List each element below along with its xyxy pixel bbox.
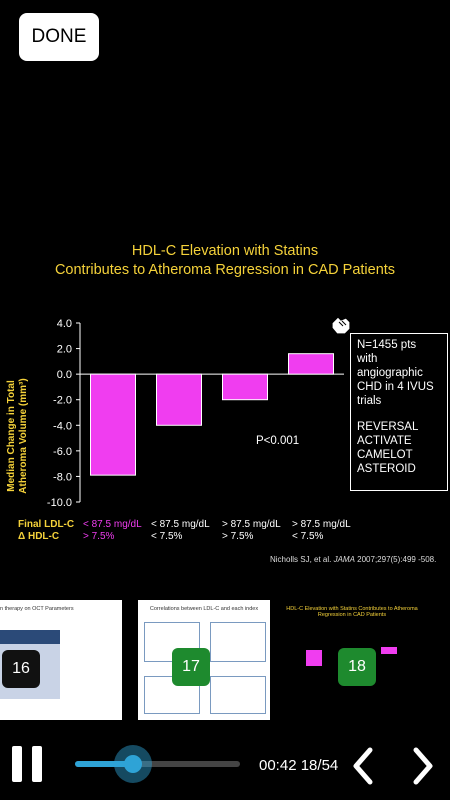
citation-ref: 2007;297(5):499 -508. [354, 555, 437, 564]
callout-line: REVERSAL [357, 421, 419, 433]
citation: Nicholls SJ, et al. JAMA 2007;297(5):499… [270, 555, 436, 564]
thumbnail-number-badge: 16 [2, 650, 40, 688]
thumbnail-graphic [306, 650, 322, 666]
thumbnail-number-badge: 18 [338, 648, 376, 686]
bar [288, 353, 334, 375]
thumbnail-graphic [381, 647, 397, 654]
elapsed-time: 00:42 [259, 757, 297, 774]
ldl-value: < 87.5 mg/dL [151, 519, 210, 530]
trial-callout-box: N=1455 pts with angiographic CHD in 4 IVUS t… [350, 333, 448, 491]
callout-line [357, 408, 441, 420]
callout-line: CHD in 4 IVUS [357, 381, 434, 393]
pause-icon[interactable] [12, 746, 44, 782]
callout-line: angiographic [357, 367, 423, 379]
thumbnail-graphic [210, 676, 266, 714]
hdl-value: < 7.5% [151, 531, 183, 542]
hdl-value: > 7.5% [83, 531, 115, 542]
thumbnail-18[interactable]: HDL-C Elevation with Statins Contributes… [286, 600, 418, 720]
bar [156, 373, 202, 426]
next-slide-icon[interactable] [410, 747, 436, 785]
callout-line: CAMELOT [357, 449, 413, 461]
seek-slider[interactable] [75, 745, 240, 783]
bar-chart: 4.0 2.0 0.0 -2.0 -4.0 -6.0 -8.0 -10.0 [47, 318, 344, 509]
slide-title-line2: Contributes to Atheroma Regression in CA… [54, 262, 396, 278]
thumbnail-17[interactable]: Correlations between LDL-C and each inde… [138, 600, 270, 720]
citation-journal: JAMA [333, 555, 355, 564]
done-button[interactable]: DONE [19, 13, 99, 61]
seek-slider-fill [75, 761, 133, 767]
callout-line: with [357, 353, 378, 365]
thumbnail-16[interactable]: n therapy on OCT Parameters 16 [0, 600, 122, 720]
hdl-value: > 7.5% [222, 531, 254, 542]
bar [90, 373, 136, 476]
p-value: P<0.001 [256, 435, 300, 447]
y-tick-label: -4.0 [53, 420, 72, 432]
delta-hdl-label: Δ HDL-C [18, 531, 60, 542]
y-tick-label: -2.0 [53, 395, 72, 407]
y-tick-label: -10.0 [47, 497, 72, 509]
thumbnail-caption: HDL-C Elevation with Statins Contributes… [286, 606, 418, 618]
callout-line: ACTIVATE [357, 435, 412, 447]
thumbnail-number-badge: 17 [172, 648, 210, 686]
ldl-value: > 87.5 mg/dL [292, 519, 351, 530]
slide-title-line1: HDL-C Elevation with Statins [131, 243, 319, 259]
hand-pointer-icon [331, 316, 351, 335]
citation-authors: Nicholls SJ, et al. [270, 555, 334, 564]
seek-slider-thumb[interactable] [113, 745, 152, 783]
y-tick-label: -8.0 [53, 471, 72, 483]
ldl-value: < 87.5 mg/dL [83, 519, 142, 530]
y-tick-label: 0.0 [57, 369, 72, 381]
y-tick-label: -6.0 [53, 446, 72, 458]
y-tick-label: 4.0 [57, 318, 72, 330]
final-ldl-label: Final LDL-C [18, 519, 75, 530]
hdl-value: < 7.5% [292, 531, 324, 542]
callout-line: trials [357, 395, 382, 407]
thumbnail-graphic [210, 622, 266, 662]
slide: HDL-C Elevation with Statins Contributes… [0, 230, 450, 570]
chart-y-axis-label: Median Change in Total Atheroma Volume (… [6, 378, 29, 494]
playback-time: 00:42 18/54 [259, 757, 338, 774]
bar [222, 373, 268, 401]
callout-line: ASTEROID [357, 463, 416, 475]
playback-controls: 00:42 18/54 [0, 735, 450, 800]
slide-position: 18/54 [300, 757, 339, 774]
thumbnail-caption: n therapy on OCT Parameters [0, 606, 74, 612]
y-tick-label: 2.0 [57, 344, 72, 356]
ldl-value: > 87.5 mg/dL [222, 519, 281, 530]
callout-line: N=1455 pts [357, 339, 417, 351]
thumbnail-graphic [0, 630, 60, 644]
previous-slide-icon[interactable] [350, 747, 376, 785]
slide-thumbnail-strip: n therapy on OCT Parameters 16 Correlati… [0, 600, 450, 720]
thumbnail-caption: Correlations between LDL-C and each inde… [149, 606, 259, 612]
